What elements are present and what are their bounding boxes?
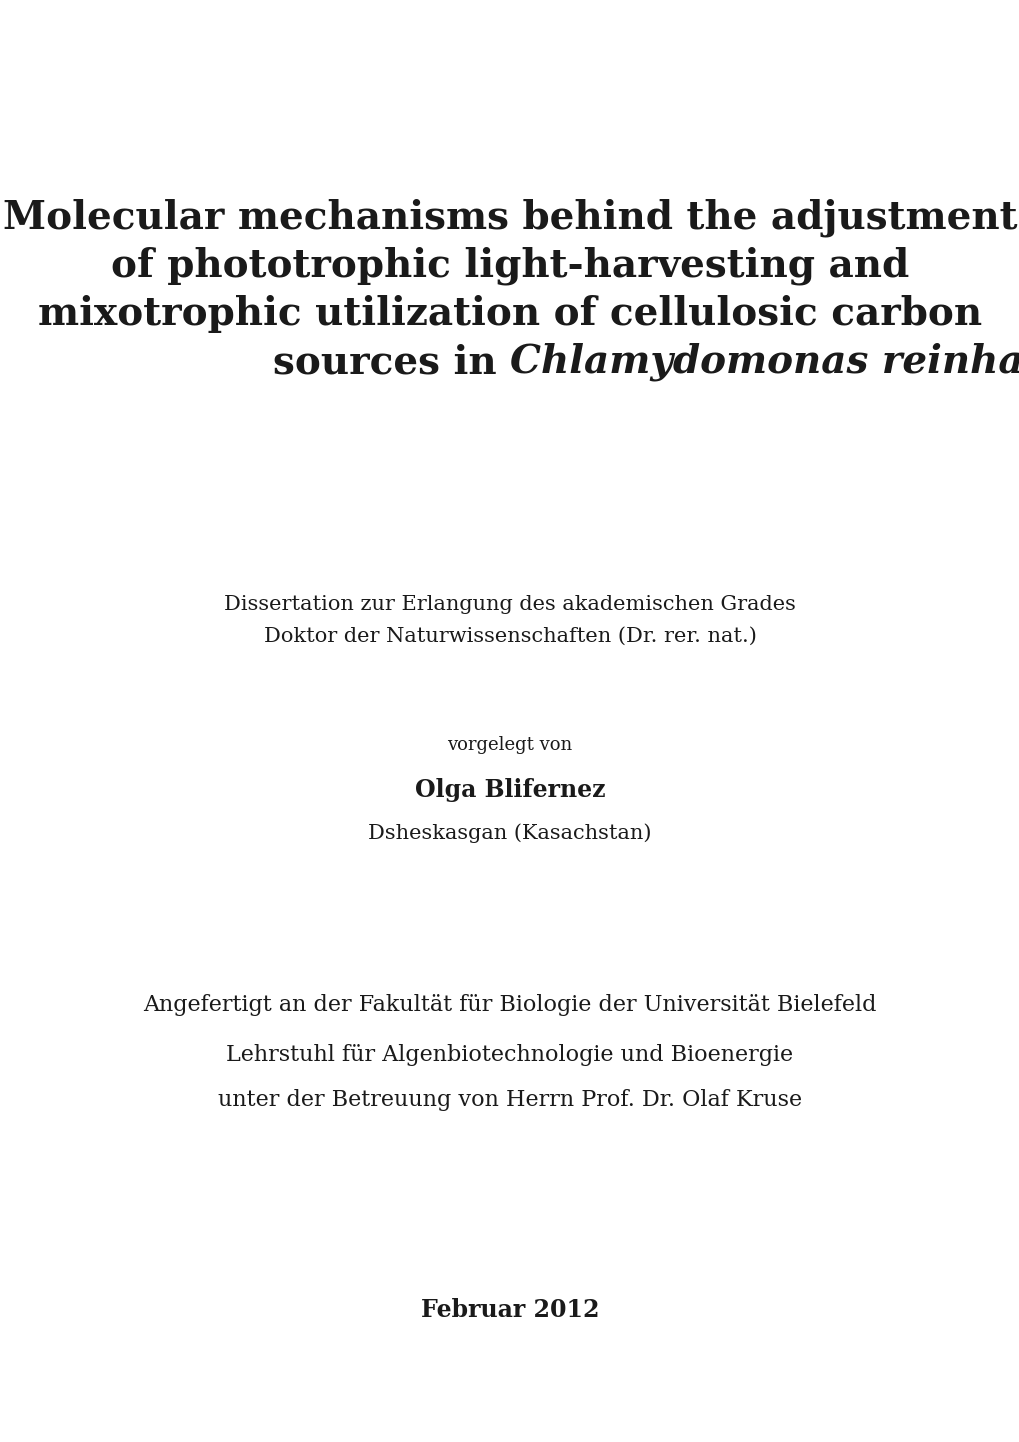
Text: sources in: sources in [273, 343, 510, 381]
Text: Molecular mechanisms behind the adjustment: Molecular mechanisms behind the adjustme… [3, 199, 1016, 238]
Text: Dsheskasgan (Kasachstan): Dsheskasgan (Kasachstan) [368, 823, 651, 842]
Text: vorgelegt von: vorgelegt von [447, 735, 572, 754]
Text: unter der Betreuung von Herrn Prof. Dr. Olaf Kruse: unter der Betreuung von Herrn Prof. Dr. … [218, 1089, 801, 1110]
Text: of phototrophic light-harvesting and: of phototrophic light-harvesting and [111, 247, 908, 286]
Text: Lehrstuhl für Algenbiotechnologie und Bioenergie: Lehrstuhl für Algenbiotechnologie und Bi… [226, 1044, 793, 1066]
Text: Dissertation zur Erlangung des akademischen Grades: Dissertation zur Erlangung des akademisc… [224, 594, 795, 613]
Text: Februar 2012: Februar 2012 [421, 1298, 599, 1322]
Text: Chlamydomonas reinhardtii: Chlamydomonas reinhardtii [510, 343, 1019, 381]
Text: Doktor der Naturwissenschaften (Dr. rer. nat.): Doktor der Naturwissenschaften (Dr. rer.… [263, 626, 756, 646]
Text: Olga Blifernez: Olga Blifernez [415, 779, 604, 802]
Text: mixotrophic utilization of cellulosic carbon: mixotrophic utilization of cellulosic ca… [38, 296, 981, 333]
Text: Angefertigt an der Fakultät für Biologie der Universität Bielefeld: Angefertigt an der Fakultät für Biologie… [143, 994, 876, 1017]
